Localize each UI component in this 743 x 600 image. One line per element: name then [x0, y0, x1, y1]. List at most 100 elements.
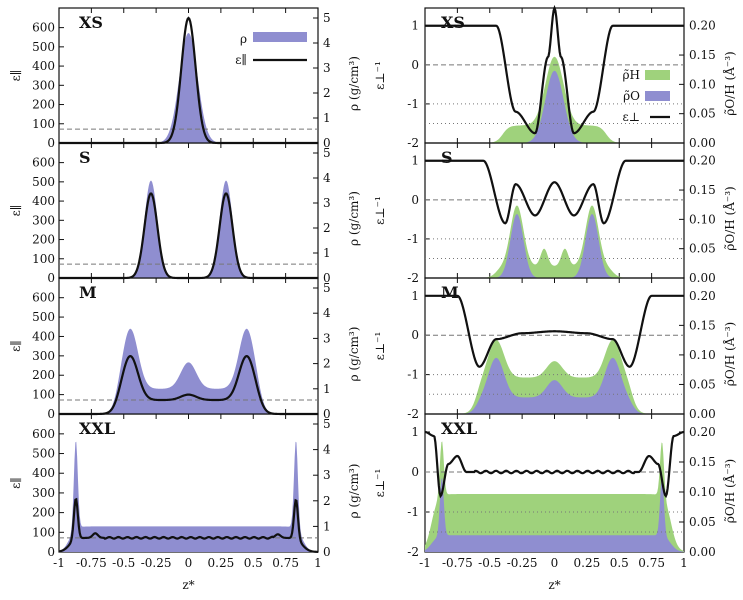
y-axis-label-right: ρ (g/cm³): [347, 56, 361, 111]
y-tick-label-right: 0.05: [689, 242, 716, 256]
legend-swatch-h: [645, 70, 670, 80]
x-tick-label: -0.25: [507, 556, 538, 570]
y-tick-label-right: 2: [323, 221, 331, 235]
y-tick-label-right: 0.20: [689, 425, 716, 439]
y-tick-label-right: 4: [323, 443, 331, 457]
density-area: [59, 180, 318, 278]
y-tick-label: 1: [411, 289, 419, 303]
y-axis-label-right: ρ̃O/H (Å⁻³): [722, 322, 737, 386]
y-tick-label-right: 5: [323, 146, 331, 160]
density-area: [59, 328, 318, 414]
y-tick-label: 400: [32, 59, 55, 73]
y-tick-label-right: 0.00: [689, 136, 716, 150]
y-tick-label: 400: [32, 329, 55, 343]
y-tick-label: 200: [32, 98, 55, 112]
y-tick-label: 400: [32, 194, 55, 208]
panel-title: XXL: [441, 419, 477, 438]
y-tick-label-right: 0.05: [689, 515, 716, 529]
panel-frame: [424, 142, 685, 279]
y-tick-label-right: 4: [323, 171, 331, 185]
y-tick-label-right: 3: [323, 331, 331, 345]
x-tick-label: 0.75: [638, 556, 665, 570]
y-tick-label: 0: [47, 545, 55, 559]
density-h-area: [425, 205, 684, 278]
y-tick-label: 0: [47, 407, 55, 421]
y-tick-label-right: 0: [323, 407, 331, 421]
y-axis-label-right: ρ̃O/H (Å⁻³): [722, 459, 737, 523]
y-tick-label: -2: [407, 136, 419, 150]
panel-frame: [58, 142, 319, 279]
density-o-area: [425, 478, 684, 552]
y-tick-label: 200: [32, 233, 55, 247]
y-tick-label-right: 0.10: [689, 212, 716, 226]
y-tick-label-right: 0.15: [689, 183, 716, 197]
y-axis-label-right: ρ̃O/H (Å⁻³): [722, 51, 737, 115]
y-tick-label-right: 0: [323, 545, 331, 559]
y-tick-label-right: 0.00: [689, 407, 716, 421]
y-axis-label: ε⊥⁻¹: [373, 61, 387, 90]
y-tick-label: -1: [407, 97, 419, 111]
y-axis-label: ε⊥⁻¹: [373, 332, 387, 361]
y-tick-label: 300: [32, 213, 55, 227]
y-tick-label-right: 0.15: [689, 318, 716, 332]
y-axis-label: ε∥: [9, 340, 23, 352]
eps-perp-inverse-line: [425, 4, 684, 135]
y-tick-label: 0: [47, 271, 55, 285]
x-tick-label: -1: [53, 556, 65, 570]
x-tick-label: -0.5: [112, 556, 135, 570]
y-axis-label: ε∥: [9, 477, 23, 489]
x-tick-label: 0.25: [574, 556, 601, 570]
y-tick-label: 1: [411, 154, 419, 168]
y-axis-label-right: ρ (g/cm³): [347, 464, 361, 519]
y-tick-label: 500: [32, 447, 55, 461]
y-tick-label-right: 0.00: [689, 545, 716, 559]
x-tick-label: 0.5: [610, 556, 629, 570]
y-tick-label: 0: [411, 465, 419, 479]
panel-title: XXL: [79, 419, 115, 438]
legend-swatch-density: [253, 32, 307, 42]
y-tick-label-right: 0.20: [689, 289, 716, 303]
y-tick-label-right: 0.20: [689, 19, 716, 33]
y-tick-label: -1: [407, 505, 419, 519]
y-tick-label-right: 5: [323, 11, 331, 25]
y-axis-label: ε∥: [9, 205, 23, 217]
y-tick-label: -2: [407, 407, 419, 421]
panel-title: M: [441, 283, 459, 302]
y-tick-label: 0: [47, 136, 55, 150]
legend-label: ρ̃H: [622, 68, 640, 82]
x-axis-label: z*: [548, 578, 560, 592]
y-tick-label: 0: [411, 193, 419, 207]
y-tick-label: 600: [32, 427, 55, 441]
y-tick-label: 200: [32, 506, 55, 520]
y-axis-label: ε⊥⁻¹: [373, 196, 387, 225]
y-tick-label-right: 0.10: [689, 77, 716, 91]
y-axis-label-right: ρ̃O/H (Å⁻³): [722, 186, 737, 250]
x-tick-label: 1: [314, 556, 322, 570]
legend-label: ε∥: [235, 53, 247, 67]
eps-perp-inverse-line: [425, 159, 684, 225]
y-tick-label-right: 0.20: [689, 154, 716, 168]
y-tick-label: 600: [32, 291, 55, 305]
y-tick-label: 100: [32, 252, 55, 266]
y-tick-label-right: 1: [323, 111, 331, 125]
x-tick-label: 0: [551, 556, 559, 570]
x-tick-label: -0.75: [76, 556, 107, 570]
y-tick-label: 300: [32, 78, 55, 92]
eps-perp-inverse-line: [425, 294, 684, 368]
x-tick-label: -1: [419, 556, 431, 570]
y-tick-label-right: 1: [323, 519, 331, 533]
y-axis-label: ε⊥⁻¹: [373, 469, 387, 498]
y-tick-label-right: 5: [323, 281, 331, 295]
density-area: [59, 33, 318, 143]
y-tick-label: 0: [411, 328, 419, 342]
y-tick-label-right: 3: [323, 468, 331, 482]
y-tick-label: 600: [32, 156, 55, 170]
x-tick-label: 0.25: [208, 556, 235, 570]
y-tick-label: 500: [32, 310, 55, 324]
x-tick-label: -0.5: [478, 556, 501, 570]
y-tick-label-right: 0: [323, 271, 331, 285]
eps-perp-inverse-line: [424, 430, 685, 499]
x-tick-label: -0.75: [442, 556, 473, 570]
panel-title: XS: [79, 13, 103, 32]
